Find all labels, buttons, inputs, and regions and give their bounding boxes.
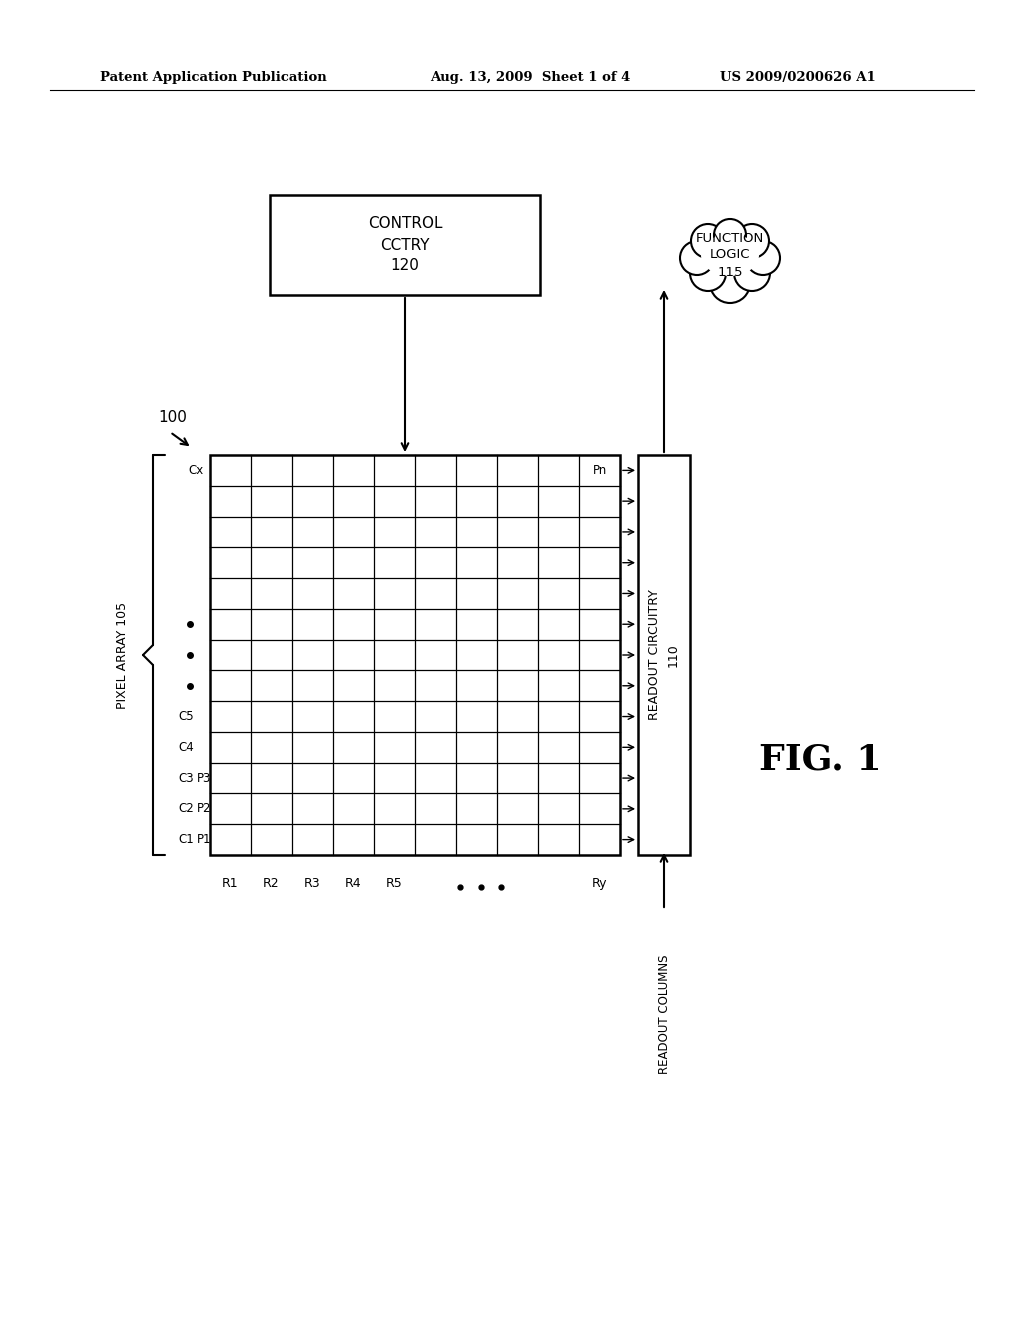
Text: READOUT COLUMNS: READOUT COLUMNS [657,954,671,1074]
Text: P1: P1 [197,833,212,846]
Circle shape [710,263,750,304]
Ellipse shape [701,234,759,276]
Text: C3: C3 [178,772,194,784]
Text: Ry: Ry [592,876,607,890]
Text: PIXEL ARRAY 105: PIXEL ARRAY 105 [117,602,129,709]
Circle shape [680,242,714,275]
Bar [638,455,690,855]
Text: R2: R2 [263,876,280,890]
Circle shape [714,219,746,251]
Text: P3: P3 [197,772,211,784]
Text: R4: R4 [345,876,361,890]
Text: R5: R5 [386,876,402,890]
Circle shape [691,224,725,257]
Bar [210,455,620,855]
Circle shape [734,255,770,290]
Text: P2: P2 [197,803,212,816]
Text: READOUT CIRCUITRY
110: READOUT CIRCUITRY 110 [648,590,680,721]
Text: Aug. 13, 2009  Sheet 1 of 4: Aug. 13, 2009 Sheet 1 of 4 [430,71,631,84]
Text: FIG. 1: FIG. 1 [759,743,882,777]
Text: C5: C5 [178,710,194,723]
Text: CONTROL
CCTRY
120: CONTROL CCTRY 120 [368,216,442,273]
Text: C4: C4 [178,741,194,754]
Text: US 2009/0200626 A1: US 2009/0200626 A1 [720,71,876,84]
Text: R3: R3 [304,876,321,890]
Text: C2: C2 [178,803,194,816]
Text: 100: 100 [158,411,186,425]
Text: R1: R1 [222,876,239,890]
Text: C1: C1 [178,833,194,846]
Bar [270,195,540,294]
Text: Patent Application Publication: Patent Application Publication [100,71,327,84]
Text: Pn: Pn [592,463,606,477]
Circle shape [735,224,769,257]
Circle shape [746,242,780,275]
Circle shape [690,255,726,290]
Text: Cx: Cx [188,463,204,477]
Text: FUNCTION
LOGIC
115: FUNCTION LOGIC 115 [696,231,764,279]
